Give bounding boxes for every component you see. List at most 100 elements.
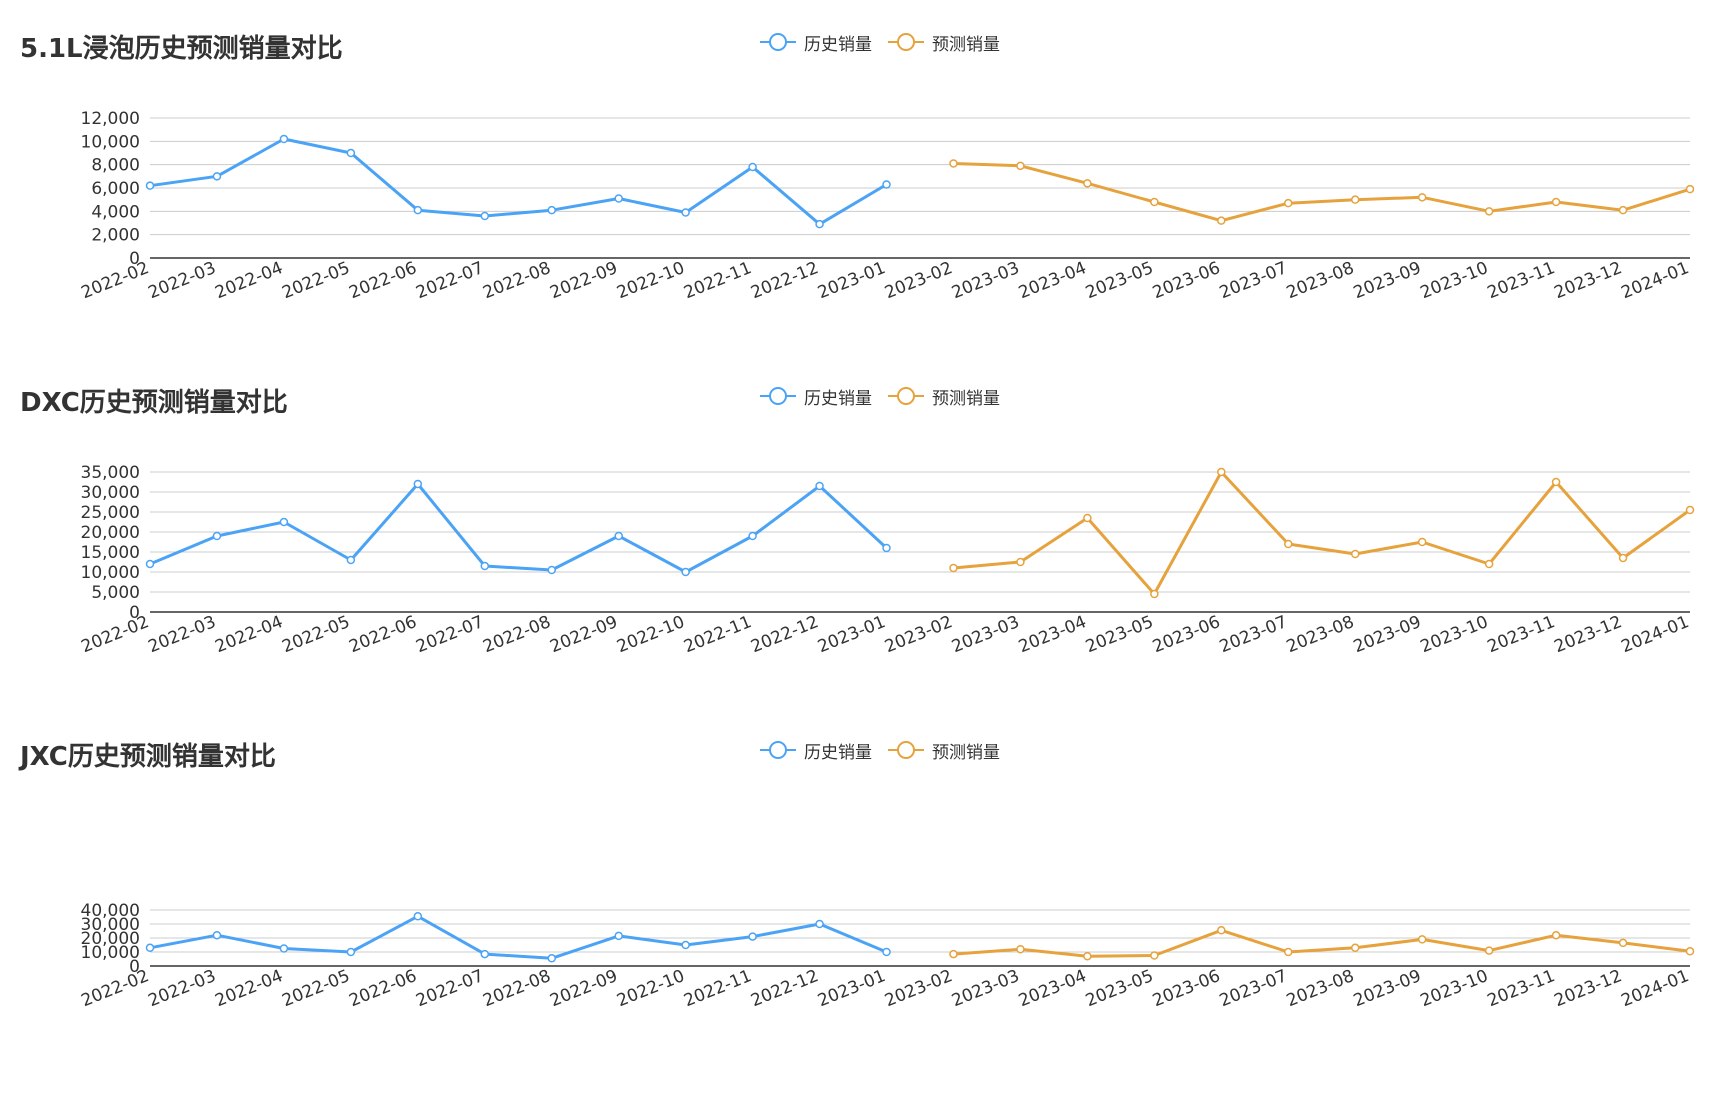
x-tick-label: 2023-06 [1150,258,1223,303]
legend-item-history[interactable]: 历史销量 [760,384,872,409]
forecast-data-point [1284,539,1293,549]
forecast-data-point [1484,559,1494,569]
x-tick-label: 2022-04 [212,612,285,657]
x-tick-label: 2022-05 [279,966,352,1011]
x-tick-label: 2023-12 [1552,966,1625,1011]
forecast-series-line [953,162,1691,223]
x-tick-label: 2023-01 [815,612,888,657]
x-tick-label: 2023-12 [1552,612,1625,657]
x-tick-label: 2022-09 [547,966,620,1011]
x-tick-label: 2023-06 [1150,612,1223,657]
y-tick-label: 15,000 [81,543,140,563]
x-tick-label: 2023-01 [815,966,888,1011]
x-tick-label: 2024-01 [1619,612,1692,657]
history-data-point [815,219,824,229]
x-tick-label: 2023-04 [1016,612,1089,657]
y-tick-label: 20,000 [81,523,140,543]
history-data-point [748,531,757,541]
x-tick-label: 2023-10 [1418,966,1491,1011]
history-data-point [346,148,356,158]
forecast-data-point [1150,589,1159,599]
x-tick-label: 2023-04 [1016,966,1089,1011]
y-tick-label: 20,000 [81,929,140,949]
history-data-point [815,919,824,929]
x-tick-label: 2022-08 [480,612,553,657]
x-tick-label: 2022-11 [681,258,754,303]
x-tick-label: 2023-07 [1217,966,1290,1011]
history-data-point [748,162,757,172]
x-tick-label: 2024-01 [1619,966,1692,1011]
y-tick-label: 8,000 [91,156,140,176]
y-tick-label: 5,000 [91,583,140,603]
history-data-point [815,481,824,491]
history-data-point [480,949,490,959]
line-chart-2: 05,00010,00015,00020,00025,00030,00035,0… [79,463,1695,657]
x-tick-label: 2023-09 [1351,258,1424,303]
x-tick-label: 2022-03 [145,612,218,657]
y-tick-label: 30,000 [81,483,140,503]
x-tick-label: 2022-04 [212,966,285,1011]
x-tick-label: 2023-05 [1083,966,1156,1011]
history-data-point [882,543,891,553]
legend-forecast-label: 预测销量 [932,388,1000,409]
x-tick-label: 2023-11 [1485,966,1558,1011]
history-data-point [413,205,423,215]
line-chart-3: 010,00020,00030,00040,0002022-022022-032… [79,901,1695,1011]
legend-item-forecast[interactable]: 预测销量 [888,30,1000,55]
history-data-point [681,567,690,577]
x-tick-label: 2022-02 [79,966,152,1011]
legend-item-history[interactable]: 历史销量 [760,738,872,763]
y-tick-label: 0 [129,249,140,269]
forecast-data-point [1350,195,1360,204]
x-tick-label: 2023-08 [1284,612,1357,657]
forecast-series-line [953,470,1691,596]
forecast-series-line [953,928,1691,958]
legend-history-icon [760,740,796,760]
x-tick-label: 2023-10 [1418,612,1491,657]
legend-history-icon [760,386,796,406]
history-data-point [480,561,490,571]
legend-item-forecast[interactable]: 预测销量 [888,738,1000,763]
x-tick-label: 2022-07 [413,966,486,1011]
x-tick-label: 2023-10 [1418,258,1491,303]
x-tick-label: 2022-06 [346,612,419,657]
forecast-data-point [1083,179,1092,188]
forecast-data-point [1484,207,1494,216]
history-data-point [212,172,222,181]
x-tick-label: 2022-03 [145,966,218,1011]
forecast-data-point [1016,161,1025,171]
history-data-point [681,208,690,217]
y-tick-label: 6,000 [91,179,140,199]
x-tick-label: 2022-02 [79,612,152,657]
x-tick-label: 2023-06 [1150,966,1223,1011]
x-tick-label: 2023-08 [1284,258,1357,303]
forecast-data-point [949,563,958,573]
history-data-point [279,517,289,527]
history-data-point [279,134,289,144]
x-tick-label: 2023-02 [882,612,955,657]
y-tick-label: 2,000 [91,226,140,246]
history-series-line [149,914,888,960]
legend-item-history[interactable]: 历史销量 [760,30,872,55]
forecast-data-point [1618,553,1628,563]
history-series-line [149,137,888,226]
legend-item-forecast[interactable]: 预测销量 [888,384,1000,409]
y-tick-label: 4,000 [91,202,140,222]
forecast-data-point [1618,205,1628,215]
x-tick-label: 2024-01 [1619,258,1692,303]
y-tick-label: 10,000 [81,132,140,152]
line-chart-1: 0 2,000 4,000 6,000 8,000 10,000 12,000 2022-02… [79,109,1695,303]
history-data-point [748,932,757,941]
x-tick-label: 2023-03 [949,612,1022,657]
history-data-point [547,205,556,215]
x-tick-label: 2022-05 [279,612,352,657]
forecast-data-point [1016,944,1025,954]
x-tick-label: 2023-11 [1485,258,1558,303]
forecast-data-point [1618,938,1628,948]
history-data-point [882,180,891,189]
history-data-point [279,944,289,953]
x-tick-label: 2022-11 [681,612,754,657]
forecast-data-point [1551,197,1561,207]
forecast-data-point [1284,198,1293,208]
x-tick-label: 2023-01 [815,258,888,303]
